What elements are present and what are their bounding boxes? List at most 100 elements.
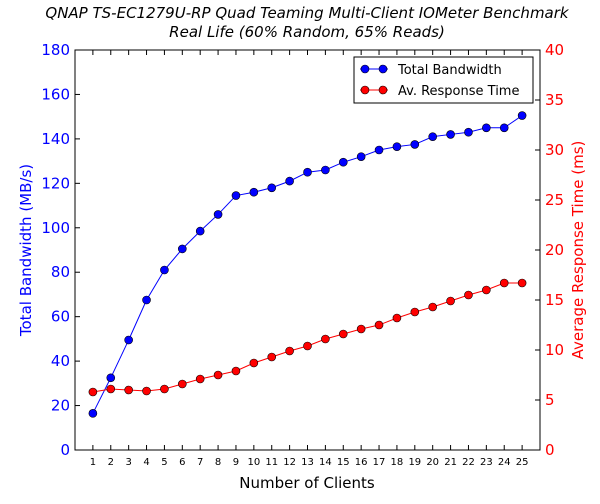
data-point-response	[321, 334, 330, 344]
data-point-bandwidth	[321, 165, 330, 175]
data-point-bandwidth	[160, 265, 169, 275]
x-axis-ticks: 1 2 3 4 5 6 7 8 9 10 11 12 13 14 15 16 17 18 19 20 21 22 23 24 2…	[90, 50, 529, 468]
x-tick-label: 14	[319, 457, 332, 468]
data-point-response	[303, 341, 312, 351]
x-tick-label: 2	[108, 457, 114, 468]
data-point-response	[160, 384, 169, 394]
left-tick-label: 120	[41, 174, 70, 192]
data-point-bandwidth	[231, 191, 241, 200]
x-tick-label: 23	[480, 457, 493, 468]
left-axis-ticks: 0 20 40 60 80 100 120 140 160 180	[41, 41, 80, 459]
data-point-response	[464, 290, 473, 300]
data-point-response	[213, 370, 223, 380]
right-tick-label: 25	[545, 191, 564, 209]
data-point-bandwidth	[267, 183, 277, 193]
data-point-response	[338, 329, 348, 339]
legend-box	[353, 56, 534, 104]
x-tick-label: 15	[337, 457, 350, 468]
data-point-bandwidth	[106, 373, 116, 383]
data-point-response	[374, 320, 384, 330]
legend-marker-response	[360, 85, 370, 95]
x-tick-label: 6	[179, 457, 185, 468]
data-point-response	[356, 324, 366, 334]
series-layer	[88, 111, 527, 418]
x-tick-label: 13	[301, 457, 314, 468]
right-tick-label: 0	[545, 441, 555, 459]
x-tick-label: 11	[265, 457, 278, 468]
legend-label-response: Av. Response Time	[398, 84, 519, 99]
legend-label-bandwidth: Total Bandwidth	[397, 63, 502, 78]
data-point-bandwidth	[249, 187, 259, 197]
data-point-bandwidth	[142, 295, 151, 305]
chart-title: QNAP TS-EC1279U-RP Quad Teaming Multi-Cl…	[45, 4, 570, 22]
data-point-response	[285, 346, 294, 356]
right-tick-label: 30	[545, 141, 564, 159]
data-point-bandwidth	[446, 130, 455, 139]
data-point-bandwidth	[482, 123, 491, 133]
right-tick-label: 15	[545, 291, 564, 309]
x-tick-label: 24	[498, 457, 511, 468]
left-tick-label: 0	[60, 441, 70, 459]
x-tick-label: 17	[373, 457, 386, 468]
data-point-response	[142, 386, 151, 396]
left-tick-label: 140	[41, 130, 70, 148]
x-tick-label: 22	[462, 457, 475, 468]
x-tick-label: 9	[233, 457, 239, 468]
data-point-response	[517, 278, 527, 288]
data-point-bandwidth	[410, 140, 420, 149]
x-tick-label: 8	[215, 457, 221, 468]
data-point-bandwidth	[499, 123, 509, 133]
data-point-response	[446, 296, 455, 306]
x-tick-label: 3	[125, 457, 131, 468]
x-tick-label: 1	[90, 457, 96, 468]
data-point-bandwidth	[338, 157, 348, 167]
left-tick-label: 20	[51, 397, 70, 415]
data-point-response	[106, 384, 116, 394]
data-point-bandwidth	[303, 167, 312, 177]
data-point-bandwidth	[88, 409, 98, 418]
right-tick-label: 35	[545, 91, 564, 109]
data-point-bandwidth	[178, 244, 187, 254]
legend-marker-response-end	[378, 85, 388, 95]
data-point-bandwidth	[374, 145, 384, 155]
x-tick-label: 5	[161, 457, 167, 468]
data-point-bandwidth	[356, 152, 366, 161]
x-tick-label: 21	[444, 457, 457, 468]
x-tick-label: 18	[391, 457, 404, 468]
data-point-bandwidth	[195, 226, 205, 236]
x-tick-label: 10	[247, 457, 260, 468]
data-point-bandwidth	[124, 335, 133, 345]
data-point-response	[231, 366, 241, 376]
right-tick-label: 5	[545, 391, 555, 409]
left-tick-label: 160	[41, 85, 70, 103]
x-axis-label: Number of Clients	[239, 474, 375, 492]
data-point-response	[195, 374, 205, 384]
x-tick-label: 12	[283, 457, 296, 468]
data-point-bandwidth	[392, 142, 402, 151]
right-tick-label: 40	[545, 41, 564, 59]
left-tick-label: 60	[51, 308, 70, 326]
chart-subtitle: Real Life (60% Random, 65% Reads)	[169, 23, 445, 41]
data-point-response	[178, 379, 187, 389]
data-point-response	[482, 285, 491, 295]
data-point-response	[124, 385, 133, 395]
legend: Total Bandwidth Av. Response Time	[353, 56, 534, 104]
legend-marker-bandwidth-end	[378, 64, 388, 74]
left-axis-label: Total Bandwidth (MB/s)	[17, 164, 35, 337]
x-tick-label: 25	[516, 457, 529, 468]
x-tick-label: 20	[426, 457, 439, 468]
data-point-response	[499, 278, 509, 288]
left-tick-label: 40	[51, 352, 70, 370]
left-tick-label: 180	[41, 41, 70, 59]
right-axis-ticks: 0 5 10 15 20 25 30 35 40	[535, 41, 564, 459]
x-tick-label: 19	[408, 457, 421, 468]
data-point-response	[249, 358, 259, 368]
right-axis-label: Average Response Time (ms)	[569, 141, 587, 360]
right-tick-label: 20	[545, 241, 564, 259]
data-point-response	[392, 313, 402, 323]
plot-area	[74, 49, 541, 451]
data-point-response	[410, 307, 420, 317]
data-point-bandwidth	[285, 176, 294, 186]
